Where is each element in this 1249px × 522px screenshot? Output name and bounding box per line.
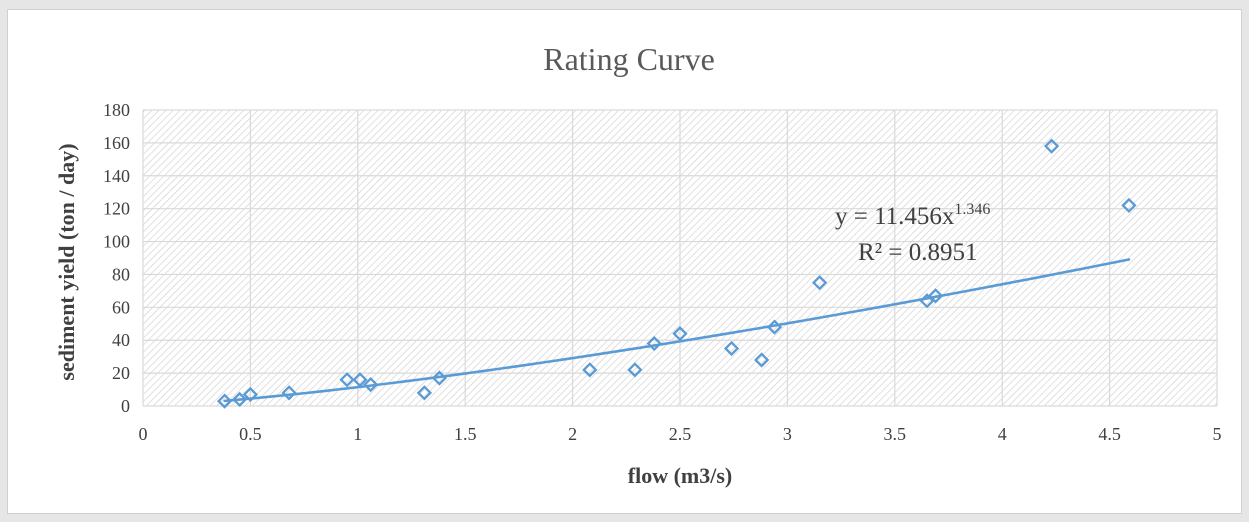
chart-title: Rating Curve: [543, 41, 715, 77]
data-point: [281, 385, 297, 401]
y-tick-label: 180: [103, 100, 130, 120]
data-point: [627, 362, 643, 378]
x-tick-label: 1.5: [454, 424, 477, 444]
gridlines: [143, 109, 1218, 406]
y-axis-title: sediment yield (ton / day): [54, 143, 79, 380]
y-tick-label: 100: [103, 232, 130, 252]
data-point: [1121, 197, 1137, 214]
data-point: [232, 391, 248, 408]
y-tick-label: 120: [103, 199, 130, 219]
trendline-equation-exponent: 1.346: [954, 201, 990, 218]
data-point: [242, 386, 259, 403]
r-squared-label: R² = 0.8951: [858, 239, 978, 266]
trendline-equation-base: y = 11.456x: [835, 203, 955, 230]
y-tick-label: 0: [121, 396, 130, 416]
data-point: [1043, 138, 1060, 154]
y-tick-label: 60: [112, 297, 130, 317]
x-tick-label: 3: [783, 424, 792, 444]
x-tick-label: 0.5: [239, 424, 262, 444]
x-tick-labels: 0 0.5 1 1.5 2 2.5 3 3.5 4 4.5 5: [139, 424, 1222, 444]
data-point: [723, 340, 740, 357]
data-point: [766, 319, 783, 335]
x-tick-label: 2: [568, 424, 577, 444]
y-tick-label: 40: [112, 330, 130, 350]
data-point: [216, 393, 233, 409]
x-tick-label: 5: [1213, 424, 1222, 444]
x-tick-label: 4.5: [1098, 424, 1121, 444]
data-point: [582, 362, 598, 378]
data-point: [416, 385, 433, 401]
x-tick-label: 0: [139, 424, 148, 444]
data-point: [352, 372, 368, 388]
data-point: [672, 326, 688, 342]
data-point: [363, 376, 379, 393]
x-tick-label: 4: [998, 424, 1007, 444]
x-axis-title: flow (m3/s): [628, 463, 732, 488]
y-tick-labels: 0 20 40 60 80 100 120 140 160 180: [103, 100, 130, 416]
axes: [142, 110, 1217, 407]
x-tick-label: 2.5: [669, 424, 692, 444]
data-point: [431, 370, 448, 386]
x-tick-label: 1: [353, 424, 362, 444]
data-point: [339, 372, 355, 388]
data-point: [646, 335, 662, 352]
data-point: [811, 275, 828, 291]
y-tick-label: 140: [103, 166, 130, 186]
y-tick-label: 20: [112, 363, 130, 383]
y-tick-label: 160: [103, 133, 130, 153]
data-point: [753, 352, 770, 368]
trendline-equation: y = 11.456x1.346: [835, 201, 990, 230]
data-points: [216, 138, 1137, 409]
data-point: [927, 288, 944, 304]
y-tick-label: 80: [112, 264, 130, 284]
x-tick-label: 3.5: [884, 424, 907, 444]
